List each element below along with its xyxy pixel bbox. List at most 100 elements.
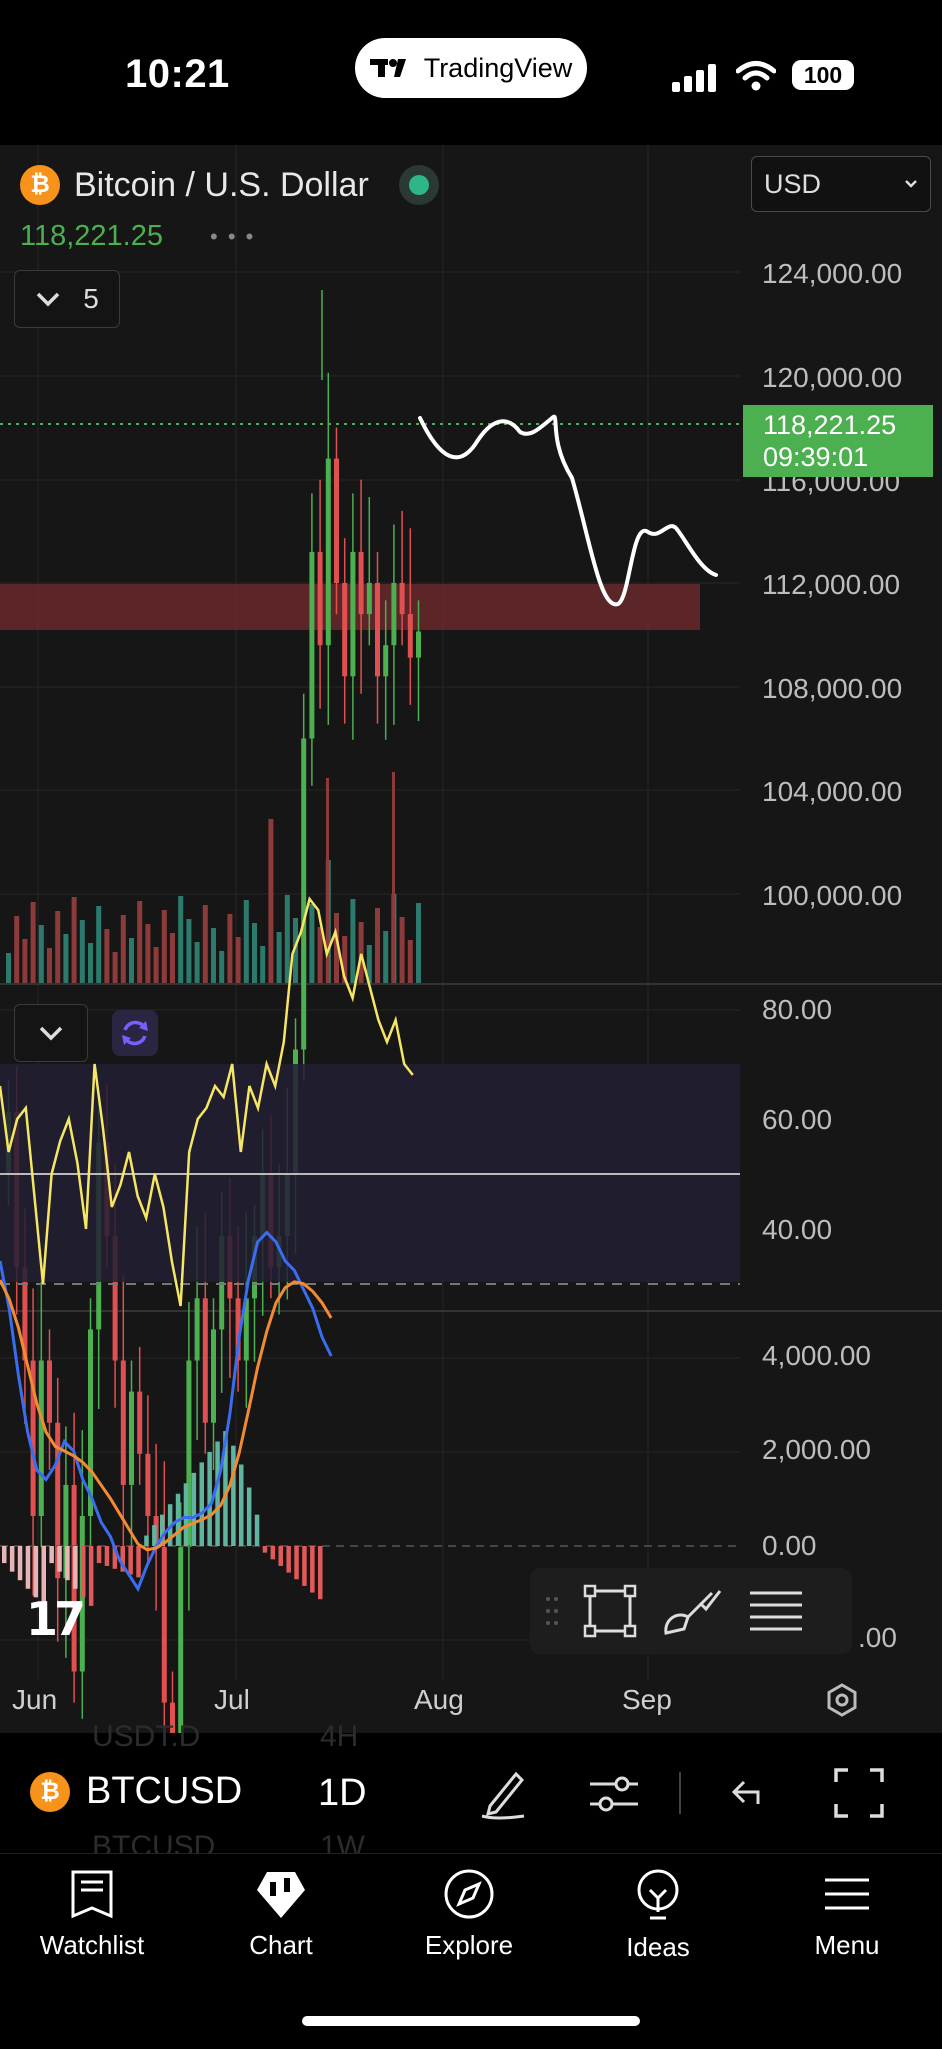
hamburger-menu-icon [825,1878,869,1910]
symbol-title[interactable]: Bitcoin / U.S. Dollar [74,165,369,204]
volume-bar [342,936,348,983]
watchlist-icon [71,1870,113,1919]
tab-ideas[interactable]: Ideas [583,1868,733,1963]
candle [145,1395,151,1564]
histogram-bar [318,1546,323,1600]
support-zone-rectangle [0,584,700,630]
volume-bar [153,947,159,983]
candle [407,528,413,705]
histogram-bar [246,1487,252,1546]
volume-bar [211,928,216,983]
bitcoin-icon: ₿ [30,1771,70,1812]
bar-countdown: 09:39:01 [763,442,869,472]
tab-watchlist[interactable]: Watchlist [17,1868,167,1961]
candle [301,693,307,1081]
volume-bar [88,943,93,983]
chevron-down-icon [905,180,917,188]
macd-axis-label: 4,000.00 [762,1340,871,1371]
tab-chart[interactable]: Chart [206,1868,356,1961]
candle [38,1274,44,1548]
volume-bar [284,895,290,983]
volume-bar [55,911,61,983]
ghost-symbol: USDT.D [92,1720,201,1753]
tab-menu[interactable]: Menu [772,1868,922,1961]
price-axis-label: 120,000.00 [762,362,903,393]
timeframe-selector[interactable]: 1D [318,1772,367,1814]
fullscreen-icon[interactable] [832,1766,886,1820]
volume-bar [22,939,28,983]
indicators-toggle-button[interactable]: 5 [14,270,120,328]
volume-bar [416,903,421,983]
histogram-bar [25,1546,31,1589]
currency-value: USD [764,168,822,199]
currency-select[interactable]: USD [751,156,931,212]
candle [186,1302,192,1611]
macd-line [0,1230,333,1593]
market-status-icon[interactable] [398,165,439,205]
rsi-collapse-button[interactable] [14,1004,88,1062]
last-price: 118,221.25 [20,220,163,252]
histogram-bar [270,1546,276,1560]
symbol-selector[interactable]: ₿ BTCUSD [30,1770,242,1813]
volume-bar [219,951,225,983]
chart-canvas[interactable] [0,145,942,1733]
chevron-down-icon [36,292,60,307]
volume-bar [96,906,102,983]
tab-label: Chart [249,1930,313,1960]
indicators-icon[interactable] [588,1770,640,1818]
histogram-bar [183,1483,189,1546]
volume-bar [358,922,364,983]
histogram-bar [152,1525,157,1546]
histogram-bar [144,1535,149,1546]
volume-bar [71,897,77,983]
macd-signal-line [0,1279,333,1552]
rectangle-tool-icon[interactable] [582,1583,638,1639]
symbol-header[interactable]: ₿ Bitcoin / U.S. Dollar [20,160,439,210]
histogram-bar [112,1546,118,1569]
volume-bar [194,942,200,983]
candle [137,1346,143,1485]
volume-bar [227,914,233,983]
histogram-bar [294,1546,299,1580]
price-axis-label: 108,000.00 [762,673,903,704]
volume-bar [137,901,143,983]
ghost-timeframe: 4H [320,1720,359,1753]
drag-handle-icon[interactable] [544,1594,560,1628]
histogram-bar [81,1546,86,1598]
tab-label: Watchlist [39,1930,145,1960]
candle [309,493,315,786]
tab-explore[interactable]: Explore [394,1868,544,1961]
chevron-down-icon [39,1026,63,1041]
brush-tool-icon[interactable] [660,1583,724,1639]
volume-bar [243,900,249,983]
tradingview-app-pill[interactable]: TradingView [355,38,587,98]
histogram-bar [207,1451,212,1546]
histogram-bar [9,1546,15,1572]
candle [366,497,372,646]
home-indicator[interactable] [302,2016,640,2026]
price-axis-label: 104,000.00 [762,776,903,807]
toolbar-symbol[interactable]: BTCUSD [86,1770,243,1812]
drawings-list-icon[interactable] [746,1583,806,1639]
projection-path [418,414,718,607]
time-axis-label: Aug [414,1684,464,1715]
pen-tool-icon[interactable] [476,1766,530,1820]
volume-bar [317,927,323,983]
price-axis-label: 124,000.00 [762,258,903,289]
tab-label: Ideas [626,1932,690,1962]
refresh-icon[interactable] [112,1010,158,1056]
histogram-bar [128,1546,133,1575]
candle [342,538,348,724]
volume-bar [366,945,372,983]
volume-bar [268,819,274,983]
volume-bar [120,915,126,983]
drawing-tools-bar[interactable] [530,1568,852,1654]
volume-bar [252,923,257,983]
histogram-bar [73,1546,78,1589]
rsi-axis-label: 60.00 [762,1104,833,1135]
volume-bar [350,899,356,983]
more-dots-icon[interactable]: • • • [210,224,256,249]
volume-bar [6,953,11,983]
chart-settings-icon[interactable] [824,1682,860,1718]
undo-icon[interactable] [726,1774,766,1814]
